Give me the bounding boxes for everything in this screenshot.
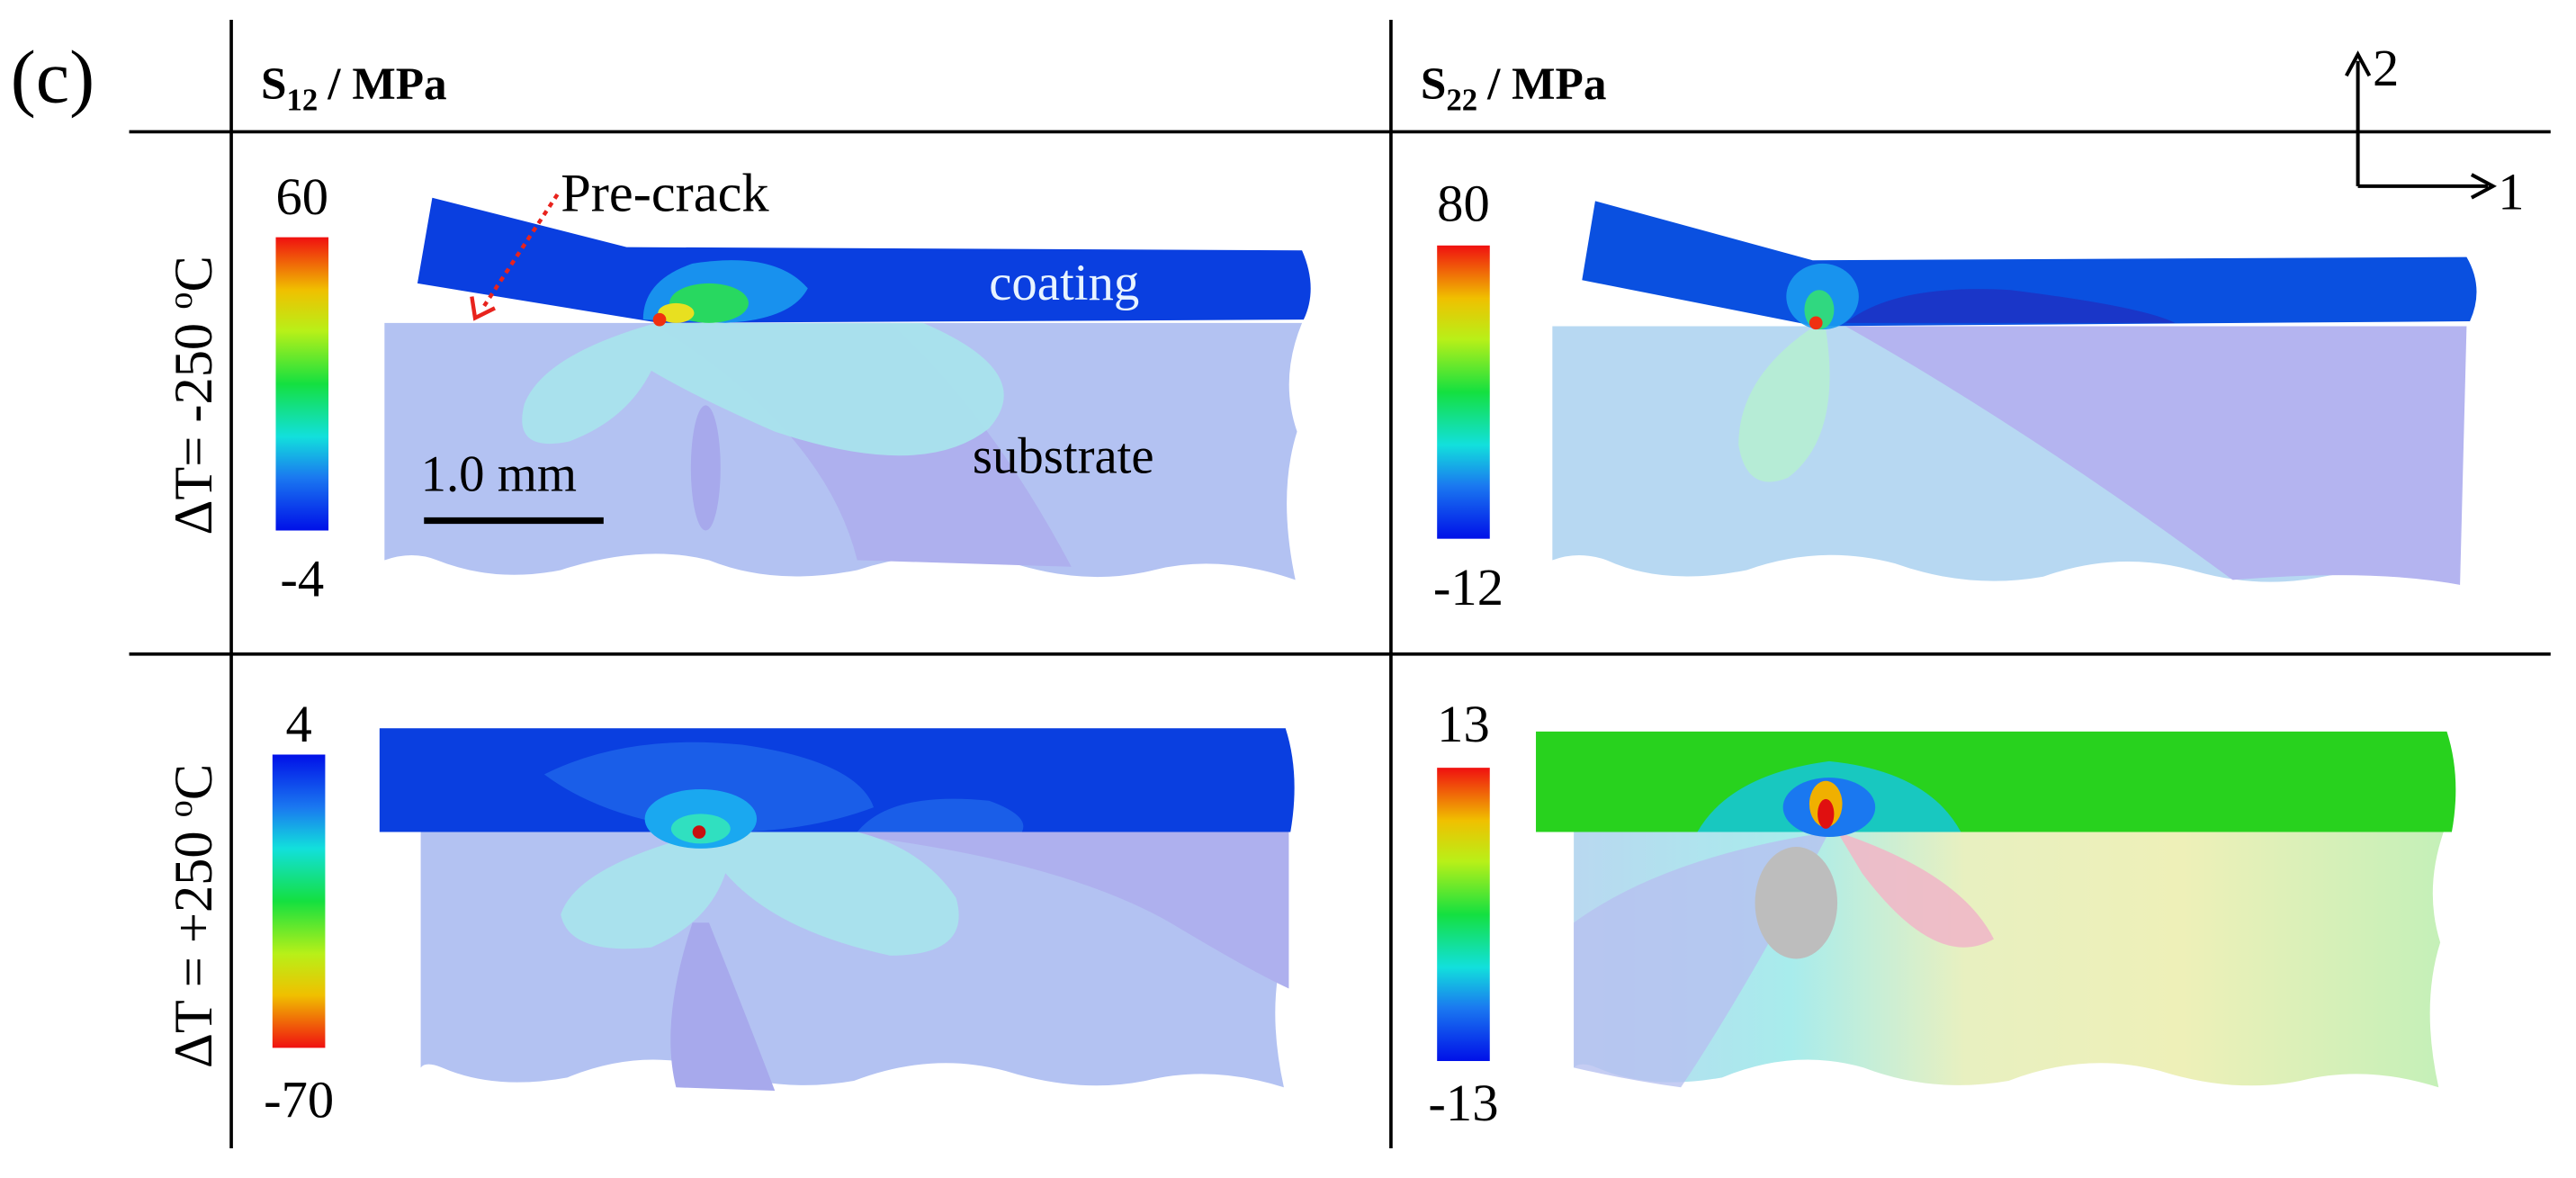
- precrack-arrowhead: [470, 296, 496, 321]
- stress-lobe-cyan: [522, 322, 1004, 456]
- axis-2-arrowhead: [2344, 50, 2372, 77]
- precrack-arrow: [480, 193, 560, 311]
- colorbar-min-label: -70: [264, 1070, 334, 1129]
- table-grid: [129, 19, 2551, 1149]
- stress-lobe-inclusion: [690, 405, 721, 531]
- colorbar-cold-s12: [275, 237, 329, 531]
- crack-tip-red: [1809, 316, 1823, 330]
- column-header-s12: S12/ MPa: [261, 58, 447, 118]
- coating-layer: [1536, 731, 2456, 832]
- axis-1-label: 1: [2498, 163, 2524, 221]
- scale-bar-label: 1.0 mm: [421, 446, 577, 503]
- stress-lobe-purple: [1812, 326, 2467, 585]
- colorbar-max-label: 80: [1437, 174, 1490, 232]
- column-header-s22: S22/ MPa: [1421, 58, 1607, 118]
- colorbar-max-label: 60: [275, 167, 328, 226]
- panel-label: (c): [11, 36, 94, 120]
- colorbar-max-label: 13: [1437, 695, 1490, 753]
- axis-1-arrowhead: [2470, 173, 2497, 200]
- stress-lobe-purple: [670, 922, 776, 1091]
- crack-tip-red: [1818, 798, 1835, 829]
- colorbar-min-label: -13: [1428, 1074, 1498, 1132]
- contour-plot-hot-s12: 4 -70: [264, 695, 1295, 1129]
- colorbar-hot-s22: [1437, 768, 1490, 1062]
- coating-label: coating: [989, 255, 1139, 311]
- coating-layer: [417, 197, 1311, 323]
- colorbar-min-label: -12: [1433, 558, 1503, 616]
- coating-lobe: [857, 798, 1024, 832]
- coating-lobe: [543, 742, 875, 832]
- axis-2-label: 2: [2373, 39, 2399, 97]
- colorbar-hot-s12: [272, 754, 326, 1048]
- axes-indicator: 2 1: [2344, 39, 2524, 221]
- stress-lobe-gray: [1755, 847, 1838, 959]
- crack-tip-yellow: [658, 302, 695, 323]
- contour-plot-cold-s22: 80 -12: [1433, 174, 2477, 616]
- colorbar-min-label: -4: [280, 550, 324, 608]
- substrate-label: substrate: [973, 427, 1154, 484]
- stress-lobe-purple: [824, 832, 1289, 989]
- coating-lobe: [1845, 289, 2176, 323]
- colorbar-max-label: 4: [285, 695, 311, 753]
- crack-tip-red: [652, 312, 667, 327]
- contour-plot-hot-s22: 13 -13: [1428, 695, 2456, 1132]
- contour-plot-cold-s12: 60 -4 Pre-crack coating substrate 1.0 mm: [275, 163, 1311, 608]
- crack-tip-red: [692, 825, 706, 839]
- precrack-label: Pre-crack: [561, 163, 769, 223]
- row-label-hot: ΔT = +250 oC: [162, 764, 224, 1068]
- colorbar-cold-s22: [1437, 245, 1490, 539]
- stress-lobe-pink: [1837, 832, 1994, 948]
- stress-lobe-cyan: [561, 832, 959, 956]
- stress-lobe-cyan: [1738, 329, 1830, 482]
- row-label-cold: ΔT= -250 oC: [162, 256, 224, 535]
